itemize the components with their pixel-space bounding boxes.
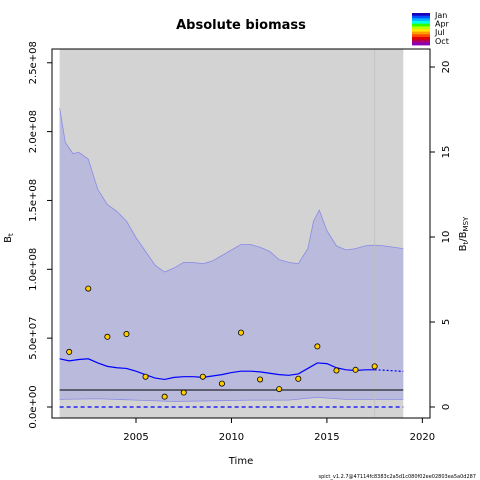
- legend-entry-oct: Oct: [435, 37, 449, 46]
- observation-point: [333, 367, 340, 374]
- observation-point: [142, 373, 149, 380]
- legend-swatch: [412, 29, 430, 33]
- legend-swatch: [412, 26, 430, 30]
- x-tick-label: 2015: [314, 432, 339, 443]
- x-axis-label: Time: [228, 456, 253, 467]
- y-axis-right-label: Bt/BMSY: [458, 216, 470, 251]
- legend-entry-jul: Jul: [434, 28, 445, 37]
- observation-point: [85, 285, 92, 292]
- y-left-tick-label: 5.0e+07: [28, 317, 39, 360]
- observation-point: [276, 386, 283, 393]
- observation-point: [314, 343, 321, 350]
- legend-entry-apr: Apr: [435, 20, 450, 29]
- y-right-tick-label: 20: [441, 61, 452, 74]
- observation-point: [295, 375, 302, 382]
- observation-point: [123, 331, 130, 338]
- y-right-tick-label: 5: [441, 319, 452, 325]
- observation-point: [237, 329, 244, 336]
- y-left-tick-label: 2.5e+08: [28, 41, 39, 84]
- y-axis-left: 0.0e+00 5.0e+07 1.0e+08 1.5e+08 2.0e+08 2.5e+…: [28, 41, 52, 429]
- y-right-tick-label: 0: [441, 404, 452, 410]
- legend-swatch: [412, 15, 430, 19]
- y-right-tick-label: 15: [441, 146, 452, 159]
- confidence-band: [59, 108, 404, 402]
- observation-point: [104, 333, 111, 340]
- legend-swatch: [412, 21, 430, 25]
- legend-swatch: [412, 42, 430, 46]
- x-axis: 2005 2010 2015 2020: [123, 418, 435, 443]
- chart-title: Absolute biomass: [176, 18, 306, 33]
- observation-point: [180, 389, 187, 396]
- observation-point: [199, 373, 206, 380]
- legend-swatch: [412, 37, 430, 41]
- x-tick-label: 2010: [219, 432, 244, 443]
- legend-entry-jan: Jan: [434, 11, 447, 20]
- legend-swatch: [412, 31, 430, 35]
- x-tick-label: 2005: [123, 432, 148, 443]
- x-tick-label: 2020: [410, 432, 435, 443]
- observation-points: [66, 285, 378, 400]
- y-left-tick-label: 1.0e+08: [28, 248, 39, 291]
- confidence-upper-line: [59, 108, 404, 273]
- plot-frame: [51, 48, 431, 419]
- forecast-line: [374, 369, 404, 373]
- y-axis-right: 0 5 10 15 20: [430, 61, 452, 410]
- observation-point: [352, 366, 359, 373]
- footer-version-text: spict_v1.2.7@47114fc8383c2a5d1c080f02ee0…: [319, 474, 477, 480]
- legend-swatch: [412, 23, 430, 27]
- confidence-lower-line: [59, 396, 404, 402]
- observation-point: [161, 393, 168, 400]
- y-left-tick-label: 0.0e+00: [28, 385, 39, 428]
- y-left-tick-label: 1.5e+08: [28, 179, 39, 222]
- observation-point: [257, 376, 264, 383]
- y-axis-left-label: Bt: [3, 233, 15, 243]
- observation-point: [66, 348, 73, 355]
- legend-swatch: [412, 18, 430, 22]
- observation-point: [371, 363, 378, 370]
- median-biomass-line: [59, 358, 375, 381]
- legend-swatch: [412, 13, 430, 17]
- legend-swatch: [412, 39, 430, 43]
- y-right-tick-label: 10: [441, 231, 452, 244]
- observation-point: [218, 380, 225, 387]
- y-left-tick-label: 2.0e+08: [28, 110, 39, 153]
- legend-swatch: [412, 34, 430, 38]
